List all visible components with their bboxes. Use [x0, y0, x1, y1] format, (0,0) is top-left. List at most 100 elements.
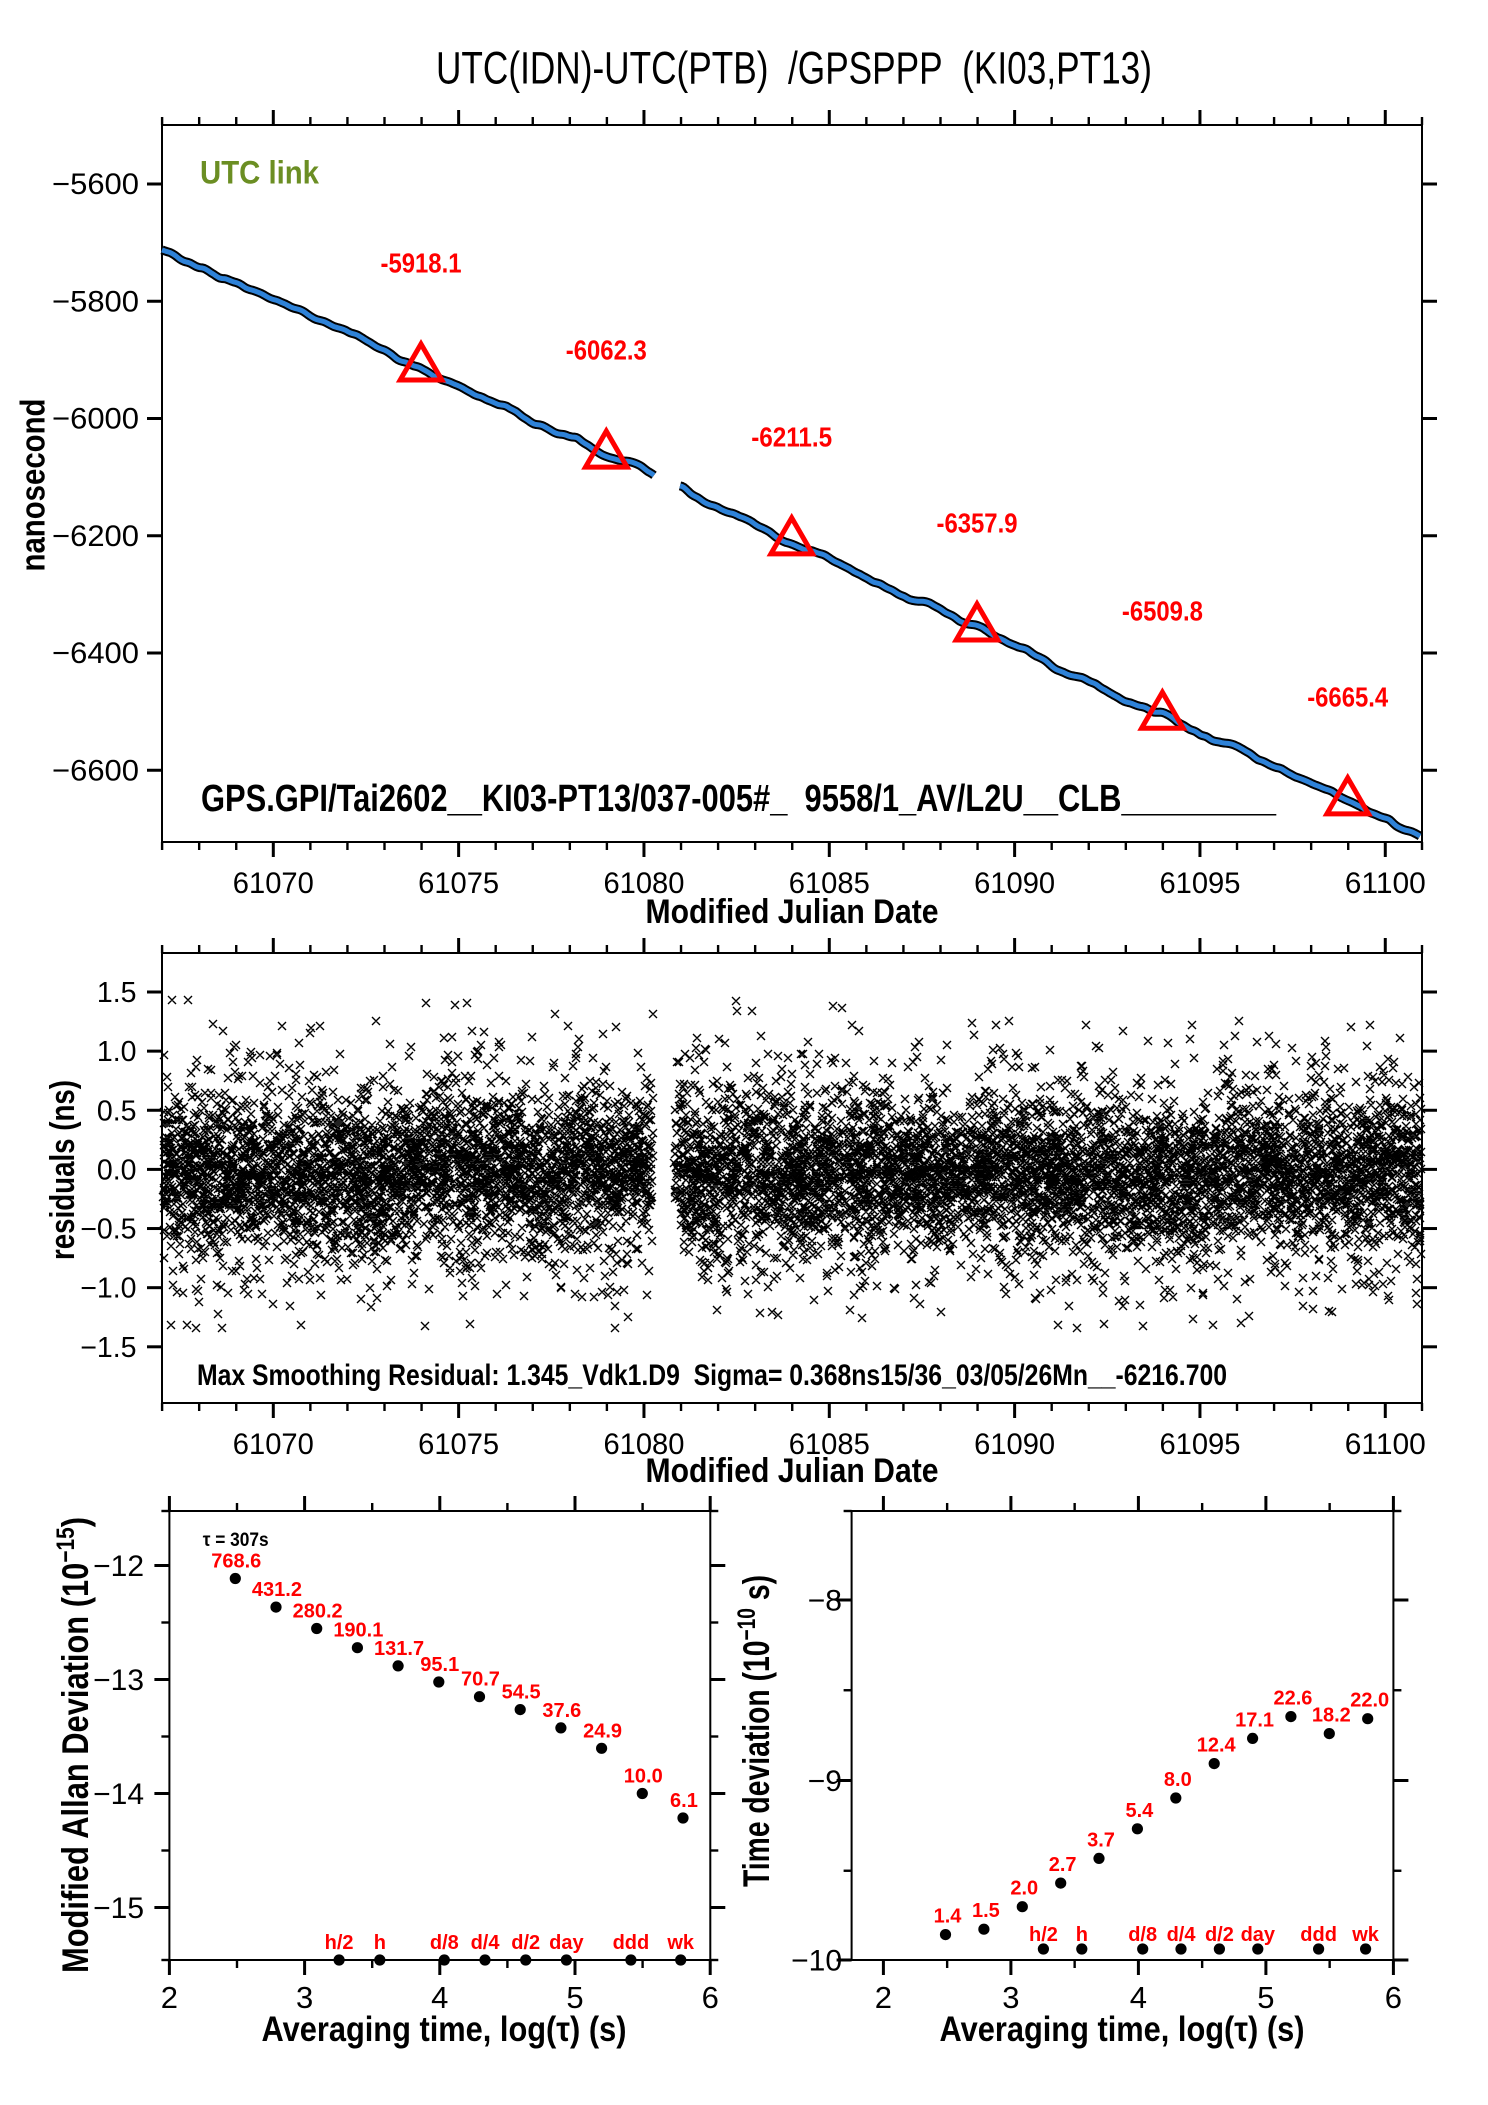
svg-text:18.2: 18.2 — [1312, 1705, 1351, 1727]
svg-text:22.6: 22.6 — [1273, 1688, 1312, 1710]
svg-text:61070: 61070 — [233, 1428, 314, 1461]
svg-text:2.0: 2.0 — [1010, 1878, 1038, 1900]
svg-text:ddd: ddd — [613, 1932, 650, 1954]
svg-text:131.7: 131.7 — [374, 1638, 424, 1660]
svg-text:Modified Julian Date: Modified Julian Date — [646, 1452, 939, 1490]
svg-text:nanosecond: nanosecond — [15, 399, 53, 572]
svg-text:UTC link: UTC link — [200, 155, 319, 191]
svg-text:-6211.5: -6211.5 — [751, 421, 832, 452]
svg-text:−9: −9 — [808, 1765, 842, 1798]
svg-text:−5800: −5800 — [52, 285, 139, 318]
svg-text:95.1: 95.1 — [420, 1654, 459, 1676]
svg-text:-6509.8: -6509.8 — [1122, 596, 1203, 627]
svg-text:−5600: −5600 — [52, 168, 139, 201]
svg-text:17.1: 17.1 — [1235, 1709, 1274, 1731]
svg-text:Time deviation (10−10 s): Time deviation (10−10 s) — [733, 1575, 777, 1887]
svg-text:day: day — [1241, 1924, 1276, 1946]
svg-text:61075: 61075 — [418, 867, 499, 900]
svg-text:61080: 61080 — [603, 867, 684, 900]
svg-text:2: 2 — [875, 1980, 892, 2015]
svg-text:−6000: −6000 — [52, 403, 139, 436]
svg-text:70.7: 70.7 — [461, 1669, 500, 1691]
svg-text:6: 6 — [702, 1980, 719, 2015]
svg-text:−14: −14 — [93, 1778, 144, 1811]
svg-text:h: h — [374, 1932, 386, 1954]
svg-text:61090: 61090 — [974, 1428, 1055, 1461]
svg-text:2.7: 2.7 — [1049, 1854, 1077, 1876]
svg-text:3: 3 — [1002, 1980, 1019, 2015]
svg-text:−0.5: −0.5 — [80, 1214, 136, 1246]
svg-text:Averaging time, log(τ) (s): Averaging time, log(τ) (s) — [940, 2010, 1305, 2049]
svg-text:61095: 61095 — [1159, 867, 1240, 900]
svg-text:τ = 307s: τ = 307s — [203, 1529, 269, 1551]
svg-text:−1.0: −1.0 — [80, 1273, 136, 1305]
svg-text:d/4: d/4 — [471, 1932, 501, 1954]
svg-text:Modified Julian Date: Modified Julian Date — [646, 893, 939, 931]
svg-text:61070: 61070 — [233, 867, 314, 900]
svg-text:d/8: d/8 — [430, 1932, 459, 1954]
svg-text:GPS.GPI/Tai2602__KI03-PT13/037: GPS.GPI/Tai2602__KI03-PT13/037-005#_ 955… — [201, 778, 1277, 820]
svg-text:10.0: 10.0 — [624, 1766, 663, 1788]
svg-text:61090: 61090 — [974, 867, 1055, 900]
svg-text:3.7: 3.7 — [1087, 1829, 1115, 1851]
svg-text:d/4: d/4 — [1167, 1924, 1197, 1946]
svg-text:d/2: d/2 — [1205, 1924, 1234, 1946]
svg-text:−13: −13 — [93, 1664, 144, 1697]
svg-text:wk: wk — [666, 1932, 695, 1954]
svg-text:8.0: 8.0 — [1164, 1769, 1192, 1791]
svg-text:Max Smoothing Residual: 1.345_: Max Smoothing Residual: 1.345_Vdk1.D9 Si… — [197, 1359, 1227, 1392]
svg-text:6: 6 — [1385, 1980, 1402, 2015]
svg-text:d/2: d/2 — [511, 1932, 540, 1954]
svg-text:1.4: 1.4 — [934, 1906, 963, 1928]
svg-text:-6665.4: -6665.4 — [1307, 681, 1389, 712]
svg-text:1.5: 1.5 — [972, 1900, 1000, 1922]
svg-text:-6357.9: -6357.9 — [937, 508, 1018, 539]
svg-text:61100: 61100 — [1345, 1428, 1426, 1461]
svg-text:0.5: 0.5 — [97, 1095, 137, 1127]
svg-text:2: 2 — [161, 1980, 178, 2015]
svg-text:280.2: 280.2 — [293, 1600, 343, 1622]
svg-text:61080: 61080 — [603, 1428, 684, 1461]
svg-text:−15: −15 — [93, 1892, 144, 1925]
svg-text:day: day — [549, 1932, 584, 1954]
svg-text:−12: −12 — [93, 1550, 144, 1583]
svg-text:h/2: h/2 — [325, 1932, 354, 1954]
svg-text:UTC(IDN)-UTC(PTB) /GPSPPP (K: UTC(IDN)-UTC(PTB) /GPSPPP (KI03,PT13) — [436, 43, 1152, 94]
svg-text:12.4: 12.4 — [1197, 1735, 1237, 1757]
svg-text:h/2: h/2 — [1029, 1924, 1058, 1946]
svg-text:24.9: 24.9 — [583, 1720, 622, 1742]
svg-text:61100: 61100 — [1345, 867, 1426, 900]
svg-text:5: 5 — [1257, 1980, 1274, 2015]
svg-text:4: 4 — [1130, 1980, 1147, 2015]
svg-text:61085: 61085 — [789, 867, 870, 900]
svg-text:6.1: 6.1 — [670, 1790, 698, 1812]
svg-text:5: 5 — [566, 1980, 583, 2015]
svg-text:3: 3 — [296, 1980, 313, 2015]
svg-text:d/8: d/8 — [1128, 1924, 1157, 1946]
svg-text:−6400: −6400 — [52, 637, 139, 670]
svg-text:22.0: 22.0 — [1350, 1690, 1389, 1712]
svg-text:1.5: 1.5 — [97, 977, 137, 1009]
svg-text:Averaging time, log(τ) (s): Averaging time, log(τ) (s) — [262, 2010, 627, 2049]
svg-text:Modified Allan Deviation (10−1: Modified Allan Deviation (10−15) — [52, 1517, 96, 1973]
svg-text:−6600: −6600 — [52, 754, 139, 787]
svg-text:−10: −10 — [791, 1945, 842, 1978]
svg-text:h: h — [1076, 1924, 1088, 1946]
svg-text:431.2: 431.2 — [252, 1579, 302, 1601]
svg-text:ddd: ddd — [1300, 1924, 1337, 1946]
svg-text:−1.5: −1.5 — [80, 1332, 136, 1364]
svg-text:1.0: 1.0 — [97, 1036, 137, 1068]
svg-text:37.6: 37.6 — [542, 1700, 581, 1722]
svg-text:-6062.3: -6062.3 — [566, 335, 647, 366]
svg-text:54.5: 54.5 — [502, 1682, 541, 1704]
svg-text:-5918.1: -5918.1 — [381, 248, 462, 279]
svg-text:190.1: 190.1 — [333, 1620, 383, 1642]
svg-text:4: 4 — [431, 1980, 448, 2015]
svg-text:−8: −8 — [808, 1585, 842, 1618]
svg-text:61095: 61095 — [1159, 1428, 1240, 1461]
svg-text:−6200: −6200 — [52, 520, 139, 553]
svg-text:residuals (ns): residuals (ns) — [44, 1080, 82, 1260]
svg-text:61075: 61075 — [418, 1428, 499, 1461]
svg-text:5.4: 5.4 — [1126, 1800, 1155, 1822]
svg-text:768.6: 768.6 — [211, 1551, 261, 1573]
